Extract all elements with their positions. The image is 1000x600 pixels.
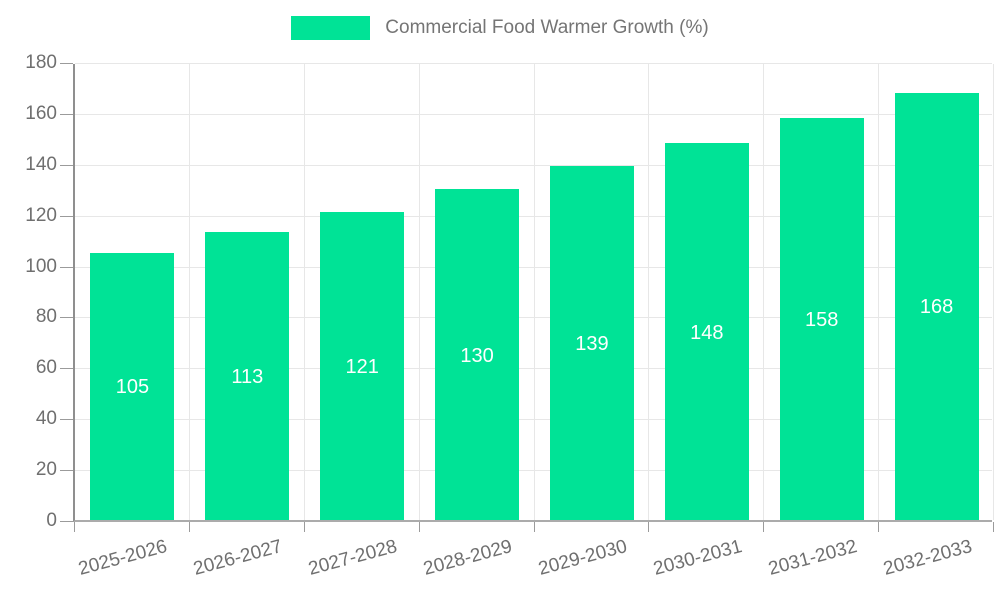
y-axis-tick bbox=[60, 470, 73, 472]
y-axis-tick bbox=[60, 266, 73, 268]
x-axis-tick bbox=[533, 522, 535, 532]
y-axis-tick-label: 100 bbox=[25, 255, 57, 277]
y-axis-tick bbox=[60, 317, 73, 319]
x-axis-tick bbox=[993, 522, 994, 532]
y-axis-tick-label: 160 bbox=[25, 102, 57, 124]
bar[interactable] bbox=[779, 117, 864, 520]
bar[interactable] bbox=[894, 92, 979, 520]
bar[interactable] bbox=[549, 166, 634, 520]
legend-label: Commercial Food Warmer Growth (%) bbox=[385, 17, 709, 38]
x-axis-tick bbox=[303, 522, 305, 532]
y-axis-tick bbox=[60, 368, 73, 370]
y-axis-tick bbox=[60, 215, 73, 217]
x-gridline bbox=[418, 64, 420, 520]
y-axis-tick-label: 180 bbox=[25, 52, 57, 73]
y-axis-tick bbox=[60, 419, 73, 421]
bar[interactable] bbox=[320, 212, 405, 520]
legend-item[interactable]: Commercial Food Warmer Growth (%) bbox=[0, 16, 1000, 40]
x-axis-tick bbox=[418, 522, 420, 532]
y-axis-tick-label: 120 bbox=[25, 204, 57, 226]
y-axis-tick-label: 80 bbox=[35, 306, 57, 328]
y-axis-tick-label: 40 bbox=[35, 408, 57, 430]
y-gridline bbox=[75, 63, 992, 64]
bar-value-label: 139 bbox=[575, 333, 609, 356]
plot-area: 0 20 40 60 80 100 120 140 160 180 105 2025-2026 113 2… bbox=[25, 52, 994, 580]
y-axis-tick bbox=[60, 113, 73, 115]
y-axis-tick-label: 20 bbox=[35, 459, 57, 481]
bar[interactable] bbox=[664, 143, 749, 520]
bar-value-label: 168 bbox=[919, 296, 954, 319]
bar-value-label: 158 bbox=[805, 308, 839, 331]
x-gridline bbox=[648, 64, 650, 520]
x-axis-tick bbox=[878, 522, 880, 532]
bar-value-label: 148 bbox=[690, 321, 724, 344]
x-gridline bbox=[763, 64, 765, 520]
bar-value-label: 113 bbox=[231, 366, 264, 389]
bar-value-label: 105 bbox=[115, 376, 150, 399]
y-axis-tick-label: 60 bbox=[35, 357, 57, 379]
y-axis-tick bbox=[60, 164, 73, 166]
x-gridline bbox=[303, 64, 305, 520]
bar[interactable] bbox=[435, 189, 520, 520]
legend-swatch-icon bbox=[291, 16, 371, 40]
x-axis-tick bbox=[74, 522, 75, 532]
y-axis-tick bbox=[60, 521, 73, 522]
x-axis-tick bbox=[648, 522, 650, 532]
x-gridline bbox=[533, 64, 535, 520]
y-axis-tick bbox=[60, 63, 73, 64]
bar-value-label: 121 bbox=[345, 356, 379, 379]
y-axis-tick-label: 140 bbox=[25, 153, 57, 175]
x-axis-tick bbox=[188, 522, 190, 532]
x-gridline bbox=[993, 64, 994, 520]
x-axis-tick bbox=[763, 522, 765, 532]
y-axis-tick-label: 0 bbox=[46, 510, 57, 531]
bar[interactable] bbox=[90, 252, 175, 520]
x-gridline bbox=[878, 64, 880, 520]
x-gridline bbox=[188, 64, 190, 520]
bar-value-label: 130 bbox=[460, 344, 494, 367]
bar[interactable] bbox=[205, 232, 290, 520]
